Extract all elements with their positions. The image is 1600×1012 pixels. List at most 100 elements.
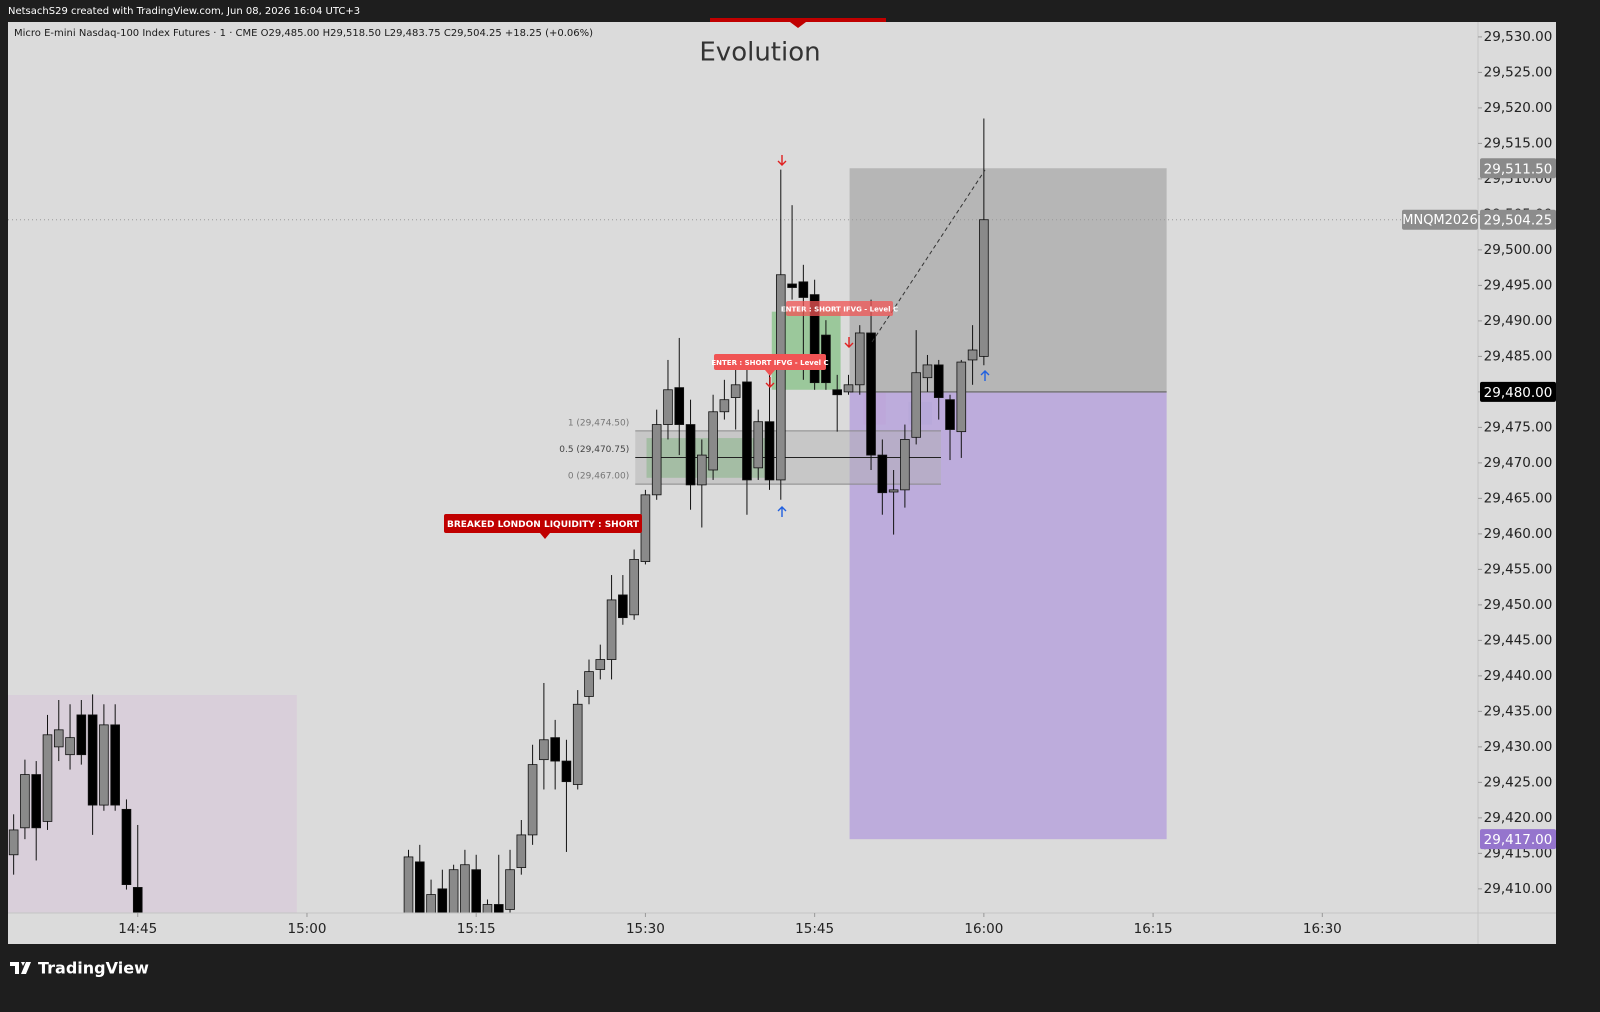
y-tick-label: 29,530.00 [1484, 29, 1553, 45]
candle-body [550, 737, 560, 762]
candle-body [8, 829, 19, 856]
price-tag-label: 29,511.50 [1484, 161, 1553, 177]
signal-arrow [777, 506, 787, 517]
x-tick-label: 16:30 [1303, 921, 1342, 937]
logo-mark [10, 962, 31, 974]
candle-body [640, 494, 651, 562]
tradingview-logo: TradingView [10, 959, 149, 978]
candle-body [787, 283, 797, 288]
symbol-tag [1402, 209, 1478, 230]
y-tick-label: 29,425.00 [1484, 774, 1553, 790]
price-tag-label: 29,504.25 [1484, 213, 1553, 229]
candle-body [922, 364, 933, 379]
candle-body [437, 888, 448, 913]
candle-body [708, 411, 718, 471]
y-tick-label: 29,415.00 [1484, 845, 1553, 861]
candle-body [933, 364, 944, 398]
candle-body [539, 739, 549, 761]
y-tick-label: 29,495.00 [1484, 277, 1553, 293]
candle-body [448, 869, 459, 913]
candle-body [65, 737, 75, 756]
x-tick-label: 15:00 [288, 921, 327, 937]
signal-arrow [844, 337, 854, 348]
fib-label: 0.5 (29,470.75) [559, 445, 629, 455]
candle-body [888, 489, 899, 493]
candle-body [809, 294, 820, 384]
candle-body [121, 808, 132, 886]
candle-body [775, 274, 786, 481]
y-tick-label: 29,465.00 [1484, 490, 1553, 506]
x-tick-label: 16:00 [964, 921, 1003, 937]
candle-body [403, 856, 414, 913]
candle-body [843, 384, 854, 393]
candle-body [742, 381, 752, 481]
candle-body [527, 764, 538, 836]
candle-body [956, 361, 967, 433]
x-tick-label: 16:15 [1134, 921, 1173, 937]
candle-body [854, 332, 865, 386]
y-tick-label: 29,515.00 [1484, 135, 1553, 151]
candle-body [572, 703, 583, 785]
candle-body [42, 734, 53, 822]
price-tag [1480, 209, 1556, 230]
candle-body [979, 219, 989, 357]
candle-body [663, 389, 673, 425]
annotation-text: ENTER : SHORT IFVG - Level C [711, 359, 828, 367]
x-tick-label: 15:30 [626, 921, 665, 937]
candle-body [110, 724, 120, 806]
symbol-tag-label: MNQM2026 [1402, 213, 1477, 228]
candle-body [866, 332, 876, 456]
candle-body [460, 864, 470, 913]
y-tick-label: 29,500.00 [1484, 242, 1553, 258]
y-tick-label: 29,455.00 [1484, 561, 1553, 577]
price-tag-label: 29,480.00 [1484, 385, 1553, 401]
candle-body [53, 729, 64, 748]
candle-body [471, 869, 481, 913]
candle-body [87, 714, 98, 806]
candle-body [629, 559, 639, 616]
candle-body [414, 861, 425, 913]
symbol-legend: Micro E-mini Nasdaq-100 Index Futures · … [14, 28, 593, 39]
candle-body [482, 904, 493, 913]
annotation-text: BREAKED LONDON LIQUIDITY : SHORT [447, 520, 640, 530]
price-tag [1480, 829, 1556, 850]
x-tick-label: 15:15 [457, 921, 496, 937]
candle-body [967, 349, 978, 361]
y-tick-label: 29,445.00 [1484, 632, 1553, 648]
annotation-box [444, 514, 642, 533]
candle-body [516, 834, 527, 868]
candle-body [945, 399, 955, 430]
candle-body [798, 281, 809, 298]
candle-body [674, 387, 685, 425]
annotation-pointer [765, 370, 775, 376]
y-tick-label: 29,485.00 [1484, 348, 1553, 364]
header-text: NetsachS29 created with TradingView.com,… [8, 6, 360, 17]
y-tick-label: 29,410.00 [1484, 881, 1553, 897]
overlay: BREAKED LONDON LIQUIDITY : SHORT ENTER : … [444, 155, 990, 539]
chart-title: Evolution [699, 38, 820, 68]
price-tag-label: 29,417.00 [1484, 832, 1553, 848]
x-tick-label: 15:45 [795, 921, 834, 937]
price-tag [1480, 158, 1556, 179]
x-tick-label: 14:45 [118, 921, 157, 937]
logo-text: TradingView [38, 959, 149, 978]
candle-body [493, 904, 504, 913]
plot-area: 1 (29,474.50) 0.5 (29,470.75) 0 (29,467.00… [8, 118, 1478, 913]
candle-body [685, 424, 696, 486]
price-tag [1480, 381, 1556, 402]
signal-arrow [777, 155, 787, 166]
candle-body [832, 389, 843, 396]
y-tick-label: 29,440.00 [1484, 668, 1553, 684]
candle-body [697, 454, 707, 486]
y-tick-label: 29,460.00 [1484, 526, 1553, 542]
y-tick-label: 29,525.00 [1484, 64, 1553, 80]
trade-line [871, 169, 986, 343]
stop-zone [849, 168, 1167, 392]
candle-body [753, 421, 764, 469]
y-tick-label: 29,475.00 [1484, 419, 1553, 435]
annotation-pointer [540, 533, 550, 539]
candle-body [20, 774, 30, 829]
y-tick-label: 29,520.00 [1484, 100, 1553, 116]
